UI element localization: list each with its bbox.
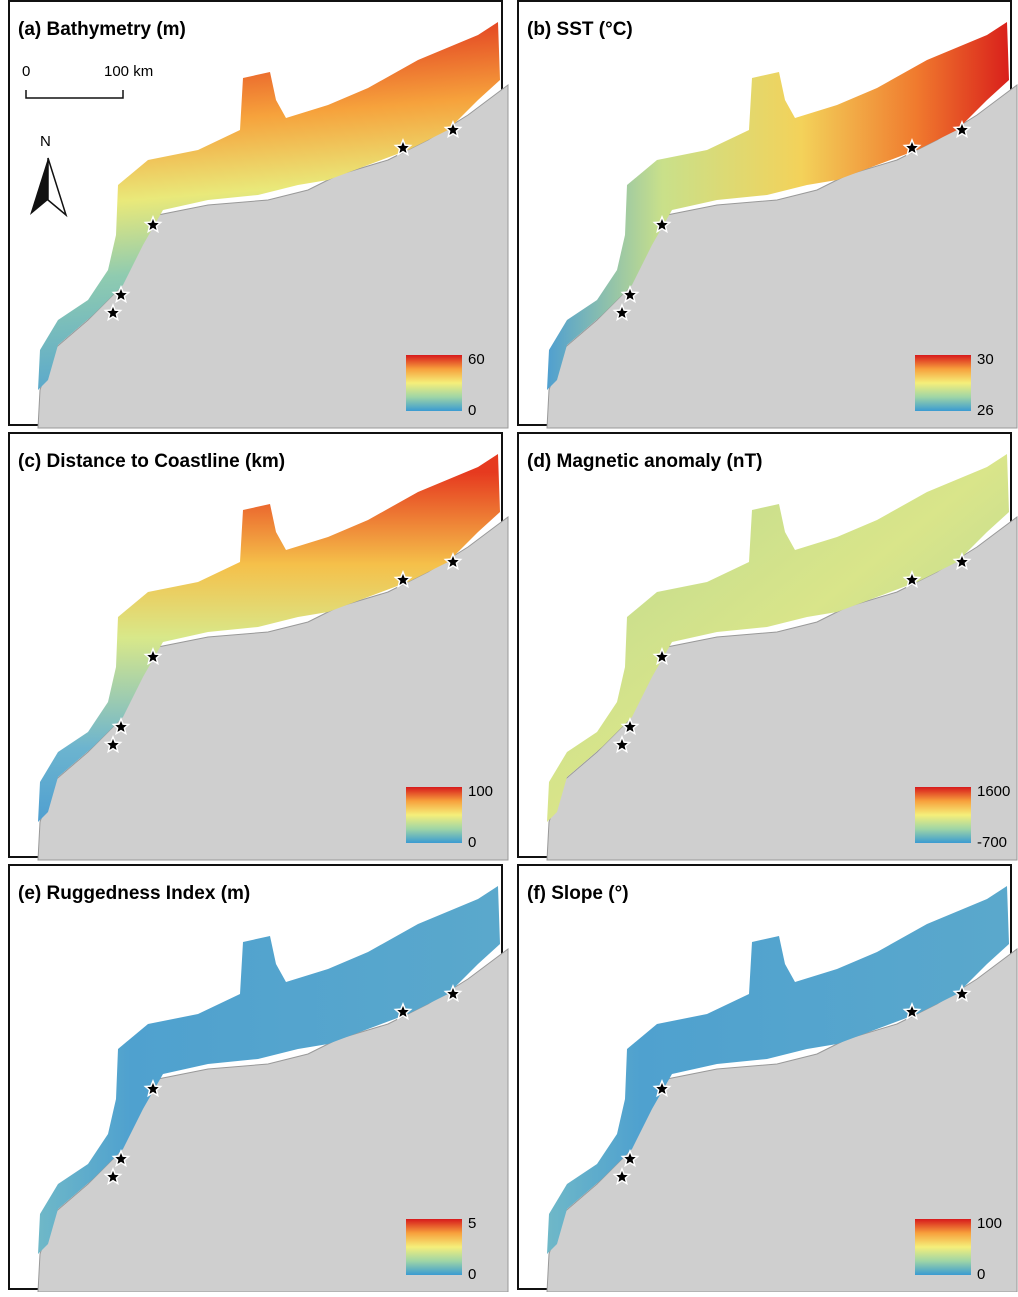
legend-min: 0 — [468, 1266, 476, 1283]
color-bar — [406, 1219, 462, 1275]
legend-max: 60 — [468, 351, 485, 368]
map-panel: (e) Ruggedness Index (m) 5 0 — [9, 865, 508, 1292]
panel-title: (d) Magnetic anomaly (nT) — [527, 451, 762, 472]
legend-min: 0 — [468, 834, 476, 851]
color-bar — [406, 787, 462, 843]
legend-max: 5 — [468, 1215, 476, 1232]
scale-end: 100 km — [104, 63, 153, 80]
color-bar — [915, 787, 971, 843]
north-label: N — [40, 133, 51, 150]
panel-title: (c) Distance to Coastline (km) — [18, 451, 285, 472]
panel-title: (e) Ruggedness Index (m) — [18, 883, 250, 904]
scale-start: 0 — [22, 63, 30, 80]
panel-title: (a) Bathymetry (m) — [18, 19, 186, 40]
legend-min: 0 — [977, 1266, 985, 1283]
figure: (a) Bathymetry (m) 60 0 0 100 km N (b) SST (°C… — [0, 0, 1018, 1292]
map-panel: (f) Slope (°) 100 0 — [518, 865, 1017, 1292]
map-panel: (a) Bathymetry (m) 60 0 0 100 km N — [9, 1, 508, 428]
color-bar — [406, 355, 462, 411]
legend-max: 100 — [468, 783, 493, 800]
color-bar — [915, 1219, 971, 1275]
color-bar — [915, 355, 971, 411]
legend-min: 0 — [468, 402, 476, 419]
map-panel: (c) Distance to Coastline (km) 100 0 — [9, 433, 508, 860]
panel-title: (f) Slope (°) — [527, 883, 629, 904]
legend-max: 1600 — [977, 783, 1010, 800]
panel-title: (b) SST (°C) — [527, 19, 633, 40]
map-panel: (b) SST (°C) 30 26 — [518, 1, 1017, 428]
legend-min: -700 — [977, 834, 1007, 851]
legend-min: 26 — [977, 402, 994, 419]
legend-max: 30 — [977, 351, 994, 368]
legend-max: 100 — [977, 1215, 1002, 1232]
map-panel: (d) Magnetic anomaly (nT) 1600 -700 — [518, 433, 1017, 860]
